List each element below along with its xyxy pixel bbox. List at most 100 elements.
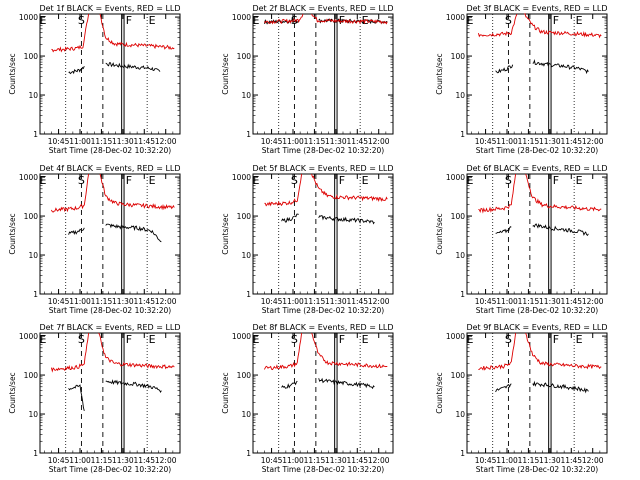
y-tick-label: 10 [455, 251, 465, 260]
y-tick-label: 1 [460, 130, 465, 139]
lld-series-line [311, 13, 388, 25]
y-tick-label: 1000 [446, 332, 465, 341]
x-tick-label: 11:00 [69, 137, 91, 146]
marker-label-e: E [467, 14, 474, 27]
x-tick-label: 11:30 [325, 137, 347, 146]
x-tick-label: 11:00 [496, 456, 518, 465]
lld-series-line [524, 13, 602, 39]
x-axis-label: Start Time (28-Dec-02 10:32:20) [262, 146, 384, 155]
x-tick-label: 11:30 [112, 456, 134, 465]
lld-series-line [525, 332, 602, 370]
lld-series-line [478, 332, 517, 371]
marker-label-f: F [553, 333, 559, 346]
marker-label-s: S [78, 333, 85, 346]
x-tick-label: 10:45 [261, 297, 283, 306]
plot-frame [252, 13, 394, 135]
lld-series-line [264, 332, 303, 371]
x-tick-label: 12:00 [155, 456, 177, 465]
x-tick-label: 11:00 [69, 297, 91, 306]
y-axis-label: Counts/sec [221, 372, 230, 413]
lld-series-line [99, 13, 175, 50]
events-series-line [495, 226, 512, 234]
events-series-line [68, 227, 85, 235]
x-tick-label: 11:30 [325, 456, 347, 465]
x-tick-label: 12:00 [368, 297, 390, 306]
panel-title: Det 7f BLACK = Events, RED = LLD [39, 323, 180, 332]
y-tick-label: 1000 [446, 13, 465, 22]
y-axis-label: Counts/sec [435, 53, 444, 94]
x-tick-label: 11:45 [346, 297, 368, 306]
marker-label-s: S [291, 174, 298, 187]
events-series-line [532, 58, 589, 75]
panel-title: Det 2f BLACK = Events, RED = LLD [252, 4, 393, 13]
marker-label-e: E [467, 174, 474, 187]
lld-series-line [50, 332, 90, 373]
plot-frame [39, 332, 181, 454]
plot-frame [252, 332, 394, 454]
panel-title: Det 8f BLACK = Events, RED = LLD [252, 323, 393, 332]
lld-series-line [477, 13, 518, 38]
events-series-line [281, 213, 299, 223]
x-tick-label: 11:15 [91, 137, 113, 146]
x-axis-label: Start Time (28-Dec-02 10:32:20) [476, 146, 598, 155]
marker-label-e: E [149, 14, 156, 27]
x-tick-label: 11:30 [325, 297, 347, 306]
lld-series-line [99, 173, 175, 211]
y-tick-label: 10 [241, 251, 251, 260]
marker-label-s: S [78, 14, 85, 27]
y-tick-label: 1 [246, 130, 251, 139]
events-series-line [318, 215, 375, 225]
marker-label-e: E [40, 174, 47, 187]
y-tick-label: 1000 [19, 173, 38, 182]
marker-label-f: F [553, 14, 559, 27]
x-tick-label: 11:30 [539, 456, 561, 465]
marker-label-e: E [362, 333, 369, 346]
y-axis-label: Counts/sec [435, 213, 444, 254]
marker-label-f: F [126, 174, 132, 187]
x-tick-label: 11:15 [91, 297, 113, 306]
marker-label-s: S [291, 14, 298, 27]
x-axis-label: Start Time (28-Dec-02 10:32:20) [262, 465, 384, 474]
x-tick-label: 12:00 [155, 137, 177, 146]
plot-frame [466, 13, 608, 135]
x-tick-label: 11:00 [282, 297, 304, 306]
lld-series-line [478, 173, 517, 214]
x-tick-label: 11:30 [539, 137, 561, 146]
marker-label-e: E [149, 174, 156, 187]
x-tick-label: 10:45 [261, 456, 283, 465]
marker-label-f: F [339, 333, 345, 346]
y-tick-label: 1000 [446, 173, 465, 182]
y-axis-label: Counts/sec [221, 213, 230, 254]
panel-title: Det 6f BLACK = Events, RED = LLD [466, 164, 607, 173]
x-tick-label: 11:45 [133, 137, 155, 146]
y-tick-label: 1 [246, 449, 251, 458]
x-tick-label: 12:00 [582, 297, 604, 306]
x-tick-label: 12:00 [368, 137, 390, 146]
y-axis-label: Counts/sec [435, 372, 444, 413]
marker-label-e: E [576, 333, 583, 346]
marker-label-e: E [149, 333, 156, 346]
y-tick-label: 10 [28, 91, 38, 100]
x-tick-label: 11:15 [518, 137, 540, 146]
marker-label-e: E [40, 14, 47, 27]
events-series-line [105, 223, 162, 243]
y-tick-label: 1000 [232, 173, 251, 182]
marker-label-f: F [339, 14, 345, 27]
marker-label-f: F [126, 14, 132, 27]
panel-title: Det 9f BLACK = Events, RED = LLD [466, 323, 607, 332]
marker-label-e: E [253, 174, 260, 187]
x-tick-label: 11:00 [496, 297, 518, 306]
panel-title: Det 4f BLACK = Events, RED = LLD [39, 164, 180, 173]
x-tick-label: 10:45 [261, 137, 283, 146]
y-tick-label: 10 [455, 410, 465, 419]
events-series-line [495, 64, 514, 74]
y-axis-label: Counts/sec [8, 213, 17, 254]
x-tick-label: 11:15 [304, 137, 326, 146]
panel-title: Det 5f BLACK = Events, RED = LLD [252, 164, 393, 173]
x-tick-label: 11:30 [539, 297, 561, 306]
marker-label-f: F [553, 174, 559, 187]
x-tick-label: 12:00 [582, 456, 604, 465]
x-tick-label: 11:45 [560, 297, 582, 306]
y-tick-label: 10 [28, 251, 38, 260]
x-tick-label: 11:30 [112, 137, 134, 146]
